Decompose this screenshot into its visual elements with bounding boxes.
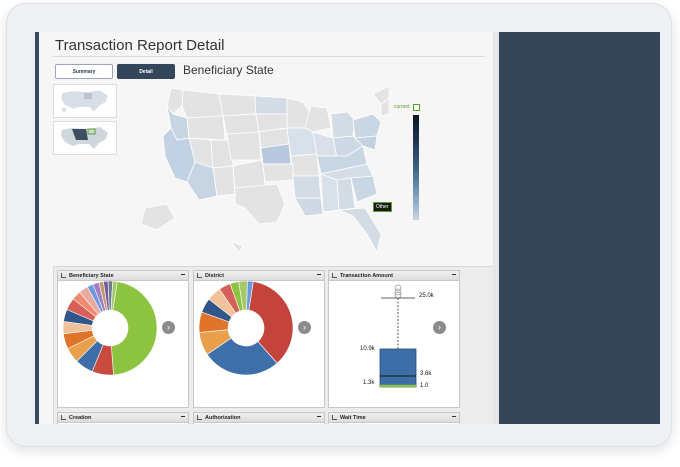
chart-icon: [197, 415, 202, 420]
donut-slice[interactable]: [206, 337, 278, 376]
outlier-point: [394, 288, 402, 296]
next-arrow-icon[interactable]: ›: [298, 321, 311, 334]
boxplot-min-label: 1.0: [420, 383, 429, 389]
panel-title: Wait Time: [340, 414, 366, 421]
panel-district: District ›: [193, 270, 325, 408]
next-arrow-icon[interactable]: ›: [433, 321, 446, 334]
panel-header: Authorization: [194, 413, 324, 423]
beneficiary-state-donut-chart[interactable]: [58, 280, 178, 391]
minimize-icon[interactable]: [452, 416, 456, 417]
outlier-point: [394, 284, 402, 292]
chart-icon: [61, 273, 66, 278]
minimize-icon[interactable]: [317, 274, 321, 275]
donut-slice[interactable]: [246, 280, 254, 311]
donut-slice[interactable]: [110, 280, 118, 311]
map-heading: Beneficiary State: [183, 63, 274, 77]
app-screen: Transaction Report Detail Summary Detail…: [35, 32, 660, 424]
report-content: Transaction Report Detail Summary Detail…: [39, 32, 497, 424]
minimize-icon[interactable]: [317, 416, 321, 417]
legend-other-badge: Other: [373, 202, 392, 212]
chart-icon: [61, 415, 66, 420]
panel-creation: Creation: [57, 412, 189, 424]
boxplot-max-label: 25.0k: [419, 293, 434, 299]
summary-button[interactable]: Summary: [55, 64, 113, 79]
minimize-icon[interactable]: [452, 274, 456, 275]
box-iqr: [379, 348, 417, 388]
legend-current-label: current: [394, 104, 410, 110]
boxplot-q3-label: 10.9k: [360, 346, 375, 352]
legend-current-swatch: [413, 104, 420, 111]
chart-icon: [332, 415, 337, 420]
panel-title: Authorization: [205, 414, 241, 421]
district-donut-chart[interactable]: [194, 280, 314, 391]
map-thumbnail-us[interactable]: [53, 84, 117, 118]
minimize-icon[interactable]: [181, 274, 185, 275]
us-choropleth-map[interactable]: [127, 84, 389, 266]
panel-header: Transaction Amount: [329, 271, 459, 281]
pane-divider: [493, 32, 499, 424]
panel-header: Creation: [58, 413, 188, 423]
transaction-amount-boxplot[interactable]: [329, 281, 459, 407]
boxplot-q1-label: 1.3k: [363, 380, 375, 386]
side-panel: [499, 32, 660, 424]
panel-title: Transaction Amount: [340, 272, 393, 279]
boxplot-median-label: 3.6k: [420, 371, 432, 377]
minimize-icon[interactable]: [181, 416, 185, 417]
title-divider: [53, 56, 485, 57]
panel-header: Wait Time: [329, 413, 459, 423]
panel-transaction-amount: Transaction Amount 25.0k 10.9k 3.6k 1.3k: [328, 270, 460, 408]
donut-slice[interactable]: [248, 281, 294, 364]
chart-icon: [197, 273, 202, 278]
left-accent-bar: [35, 32, 39, 424]
panel-authorization: Authorization: [193, 412, 325, 424]
panel-header: District: [194, 271, 324, 281]
device-frame: Transaction Report Detail Summary Detail…: [6, 3, 672, 447]
panel-beneficiary-state: Beneficiary State ›: [57, 270, 189, 408]
panel-header: Beneficiary State: [58, 271, 188, 281]
donut-slice[interactable]: [111, 281, 158, 376]
detail-button[interactable]: Detail: [117, 64, 175, 79]
panel-title: District: [205, 272, 224, 279]
chart-icon: [332, 273, 337, 278]
map-thumbnail-selection[interactable]: [53, 121, 117, 155]
page-title: Transaction Report Detail: [55, 37, 225, 54]
panel-wait-time: Wait Time: [328, 412, 460, 424]
next-arrow-icon[interactable]: ›: [162, 321, 175, 334]
panel-title: Beneficiary State: [69, 272, 114, 279]
panel-title: Creation: [69, 414, 92, 421]
color-scale-legend: [413, 115, 419, 220]
